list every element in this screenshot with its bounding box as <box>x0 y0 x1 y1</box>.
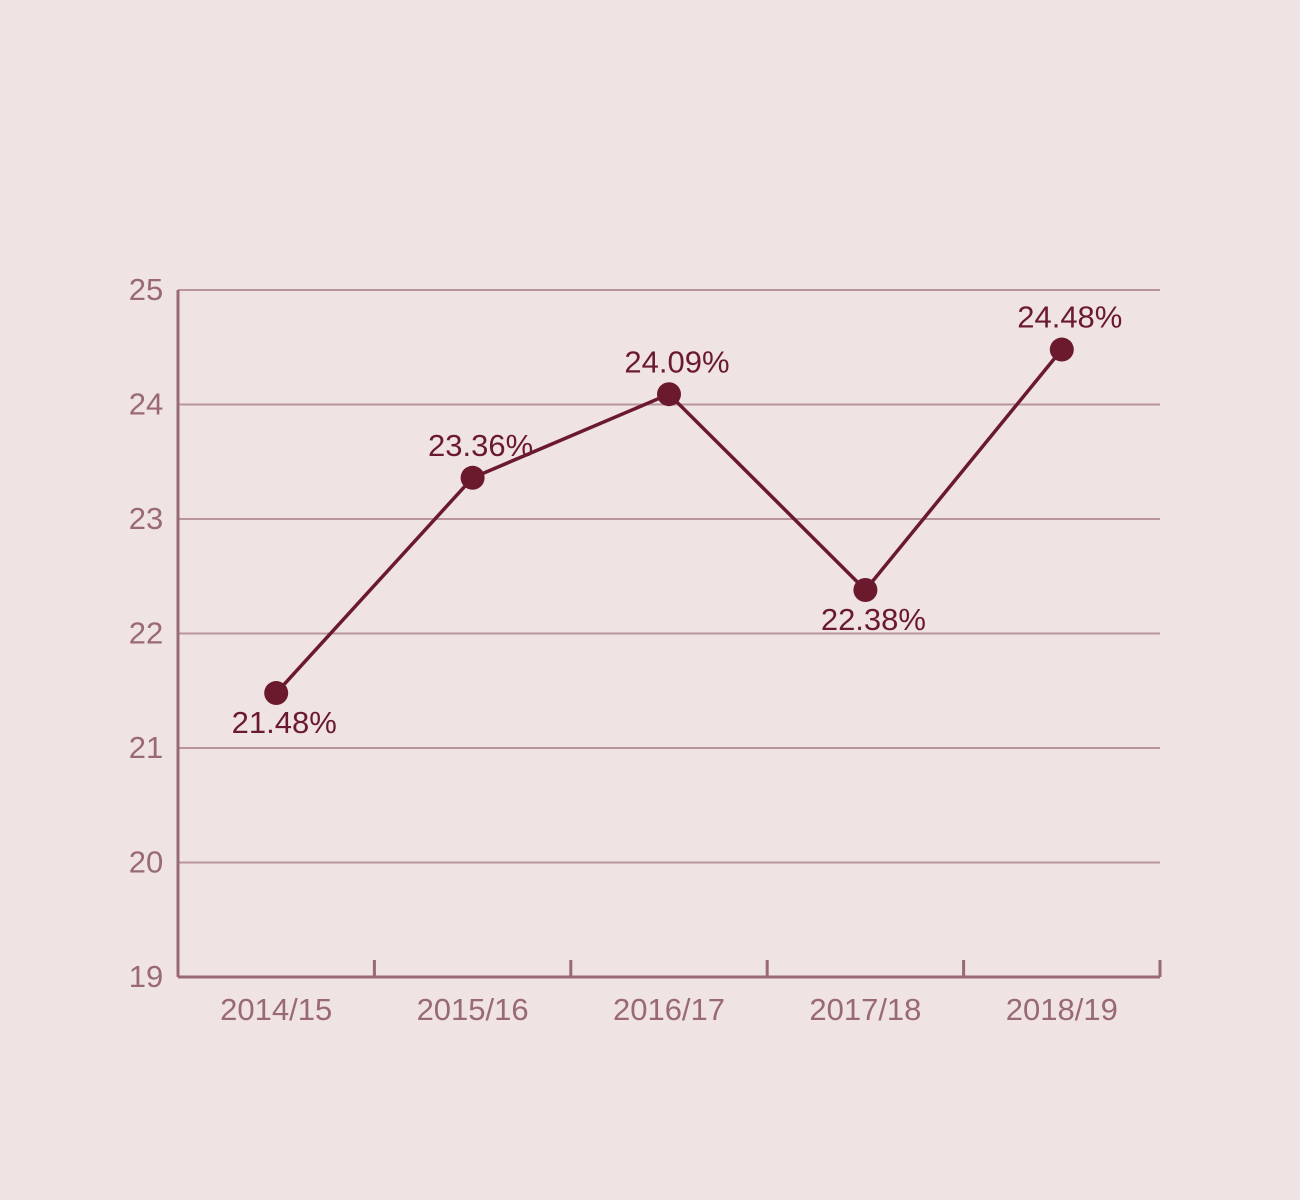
data-label: 24.09% <box>624 344 729 379</box>
y-tick-label: 24 <box>129 387 163 422</box>
x-tick-label: 2017/18 <box>809 992 921 1027</box>
x-tick-label: 2018/19 <box>1006 992 1118 1027</box>
data-label: 22.38% <box>821 602 926 637</box>
data-label: 24.48% <box>1017 300 1122 335</box>
y-tick-label: 23 <box>129 501 163 536</box>
point <box>264 681 289 706</box>
y-tick-label: 21 <box>129 730 163 765</box>
y-tick-label: 25 <box>129 272 163 307</box>
point <box>1049 337 1074 362</box>
y-tick-label: 22 <box>129 616 163 651</box>
y-tick-label: 19 <box>129 959 163 994</box>
data-label: 23.36% <box>428 428 533 463</box>
x-tick-label: 2016/17 <box>613 992 725 1027</box>
point <box>460 465 485 490</box>
x-tick-label: 2014/15 <box>220 992 332 1027</box>
x-tick-label: 2015/16 <box>417 992 529 1027</box>
point <box>853 577 878 602</box>
y-tick-label: 20 <box>129 845 163 880</box>
data-label: 21.48% <box>232 705 337 740</box>
point <box>657 382 681 407</box>
